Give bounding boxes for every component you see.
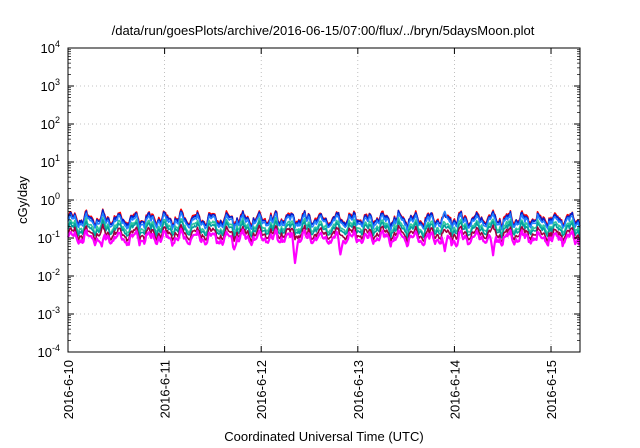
ticks: 10-4 10-3 10-2 10-1 100 101 102 103 104 2016-6-10…: [38, 39, 580, 419]
y-axis-label: cGy/day: [15, 176, 30, 224]
x-axis-label: Coordinated Universal Time (UTC): [224, 429, 423, 444]
y-tick-label: 10-1: [38, 229, 60, 246]
series-line: [67, 216, 581, 237]
chart-title: /data/run/goesPlots/archive/2016-06-15/0…: [112, 23, 535, 38]
x-tick-label: 2016-6-15: [544, 360, 559, 419]
y-tick-label: 103: [41, 77, 60, 94]
y-tick-label: 102: [41, 115, 60, 132]
series-group: [66, 208, 581, 265]
y-tick-label: 10-2: [38, 267, 60, 284]
y-tick-label: 101: [41, 153, 60, 170]
y-tick-label: 100: [41, 191, 60, 208]
x-tick-label: 2016-6-10: [61, 360, 76, 419]
x-tick-label: 2016-6-11: [158, 360, 173, 418]
grid: [68, 48, 580, 352]
y-tick-label: 104: [41, 39, 60, 56]
series-line: [67, 219, 581, 240]
y-tick-label: 10-4: [38, 343, 60, 360]
x-tick-label: 2016-6-13: [351, 360, 366, 419]
y-tick-label: 10-3: [38, 305, 60, 322]
series-line: [66, 228, 581, 265]
x-tick-label: 2016-6-12: [254, 360, 269, 419]
series-line: [67, 223, 581, 244]
x-tick-label: 2016-6-14: [447, 360, 462, 419]
series-line: [67, 210, 581, 232]
